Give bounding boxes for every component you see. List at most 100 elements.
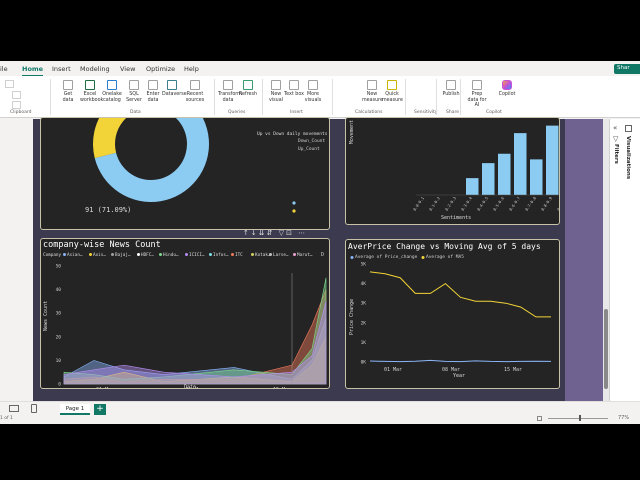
tab-view[interactable]: View bbox=[120, 65, 136, 73]
ribbon-group-label: Insert bbox=[290, 110, 303, 115]
tab-insert[interactable]: Insert bbox=[52, 65, 71, 73]
filters-pane-label[interactable]: Filters bbox=[613, 144, 619, 164]
donut-slice-down-count[interactable] bbox=[94, 118, 209, 202]
ribbon-button-label: Transform data bbox=[218, 92, 242, 103]
dataverse-button[interactable]: Dataverse bbox=[162, 80, 187, 98]
copy-icon[interactable] bbox=[12, 101, 21, 109]
fit-page-icon[interactable] bbox=[537, 416, 542, 421]
sentiment-bar[interactable] bbox=[530, 159, 543, 195]
tab-help[interactable]: Help bbox=[184, 65, 199, 73]
sql-server-button[interactable]: SQL Server bbox=[124, 80, 144, 103]
copilot-button[interactable]: Copilot bbox=[497, 80, 517, 98]
refresh-icon bbox=[243, 80, 253, 90]
tab-optimize[interactable]: Optimize bbox=[146, 65, 176, 73]
sentiment-bar[interactable] bbox=[498, 153, 511, 195]
price-x-label: Year bbox=[453, 373, 465, 379]
ribbon-button-label: Copilot bbox=[498, 92, 516, 97]
excel-button[interactable]: Excel workbook bbox=[80, 80, 103, 103]
price-series-line[interactable] bbox=[369, 271, 551, 318]
sentiment-bar[interactable] bbox=[546, 125, 559, 195]
share-button[interactable]: Shar bbox=[614, 64, 640, 74]
company-y-tick: 40 bbox=[56, 287, 62, 293]
donut-chart bbox=[93, 118, 296, 213]
sentiment-bar[interactable] bbox=[482, 163, 495, 195]
donut-card[interactable]: Up vs Down daily movements Down_Count Up… bbox=[40, 117, 330, 230]
collapse-pane-icon[interactable]: « bbox=[613, 124, 618, 132]
price-y-tick: 2K bbox=[361, 320, 367, 326]
new-measure-button[interactable]: New measure bbox=[362, 80, 383, 103]
sentiment-tick-label: 0.3-0.4 bbox=[460, 195, 474, 212]
table-button[interactable]: Enter data bbox=[143, 80, 163, 103]
company-legend-item[interactable]: Infos… bbox=[209, 253, 229, 258]
ribbon-separator bbox=[50, 79, 51, 115]
powerbi-window: ile Home Insert Modeling View Optimize Help Sh… bbox=[0, 61, 640, 424]
more-visuals-button[interactable]: More visuals bbox=[303, 80, 323, 103]
price-change-card[interactable]: AverPrice Change vs Moving Avg of 5 days… bbox=[345, 239, 560, 389]
sentiment-bar[interactable] bbox=[466, 178, 479, 195]
price-legend-ma5: Average of MA5 bbox=[426, 255, 464, 260]
price-y-label: Price Change bbox=[349, 299, 355, 335]
mobile-view-icon[interactable] bbox=[31, 404, 37, 413]
visualizations-pane-label[interactable]: Visualizations bbox=[625, 136, 631, 180]
onelake-button[interactable]: Onelake catalog bbox=[102, 80, 122, 103]
tab-modeling[interactable]: Modeling bbox=[80, 65, 110, 73]
company-legend-item[interactable]: ICICI… bbox=[185, 253, 205, 258]
tab-ile[interactable]: ile bbox=[0, 65, 8, 73]
add-page-button[interactable]: + bbox=[94, 404, 106, 415]
table-icon bbox=[148, 80, 158, 90]
paste-icon[interactable] bbox=[5, 80, 14, 88]
page-tab[interactable]: Page 1 bbox=[60, 404, 90, 415]
company-legend-item[interactable]: Asian… bbox=[63, 253, 83, 258]
company-legend-name: Hindu… bbox=[163, 253, 179, 258]
ribbon-group-label: Queries bbox=[228, 110, 246, 115]
database-button[interactable]: Get data bbox=[58, 80, 78, 103]
canvas-margin bbox=[565, 119, 603, 401]
company-legend-name: Kotak… bbox=[255, 253, 271, 258]
price-y-tick: 0K bbox=[361, 360, 367, 366]
company-legend-item[interactable]: Larse… bbox=[269, 253, 289, 258]
sentiment-bar[interactable] bbox=[514, 133, 527, 195]
company-legend-name: Infos… bbox=[213, 253, 229, 258]
visual-header-toolbar[interactable]: ↑↓⇊⇵ ▽⊡ ⋯ bbox=[243, 229, 308, 237]
cut-icon[interactable] bbox=[12, 91, 21, 99]
tab-home[interactable]: Home bbox=[22, 65, 44, 77]
recent-button[interactable]: Recent sources bbox=[185, 80, 205, 103]
sentiment-tick-label: 0.7-0.8 bbox=[524, 195, 538, 212]
zoom-slider-thumb[interactable] bbox=[579, 415, 581, 421]
company-x-label: Date bbox=[184, 385, 196, 390]
company-area-series[interactable] bbox=[63, 301, 327, 385]
company-legend-name: Marut… bbox=[297, 253, 313, 258]
legend-more-button[interactable]: D bbox=[321, 252, 325, 258]
sentiment-tick-label: 0.0-0.1 bbox=[412, 195, 426, 212]
sentiment-bar-card[interactable]: 0.0-0.1 0.1-0.2 0.2-0.3 0.3-0.4 0.4-0.5 0.5-0… bbox=[345, 117, 560, 225]
company-legend-item[interactable]: ITC bbox=[231, 253, 243, 258]
canvas-scrollbar[interactable] bbox=[603, 119, 609, 401]
prep-ai-button[interactable]: Prep data for AI bbox=[467, 80, 487, 109]
company-legend-name: ITC bbox=[235, 253, 243, 258]
donut-slice-up-count[interactable] bbox=[93, 118, 151, 159]
publish-button[interactable]: Publish bbox=[441, 80, 461, 98]
company-news-card[interactable]: company-wise News Count Company Asian… Ax… bbox=[40, 238, 330, 389]
scrollbar-thumb[interactable] bbox=[604, 309, 608, 389]
zoom-slider[interactable] bbox=[548, 418, 608, 419]
company-legend-item[interactable]: Bajaj… bbox=[111, 253, 131, 258]
filter-icon[interactable]: ▽ bbox=[613, 135, 619, 143]
company-legend-item[interactable]: Marut… bbox=[293, 253, 313, 258]
refresh-button[interactable]: Refresh bbox=[238, 80, 258, 98]
visualizations-pane-icon[interactable] bbox=[625, 125, 632, 132]
price-series-line[interactable] bbox=[369, 359, 552, 363]
company-legend-item[interactable]: Kotak… bbox=[251, 253, 271, 258]
price-x-tick: 08 Mar bbox=[442, 367, 460, 373]
transform-button[interactable]: Transform data bbox=[218, 80, 242, 103]
company-legend-item[interactable]: Axis… bbox=[89, 253, 106, 258]
report-canvas: Up vs Down daily movements Down_Count Up… bbox=[33, 117, 565, 401]
text-box-button[interactable]: Text box bbox=[284, 80, 304, 98]
ribbon-button-label: SQL Server bbox=[126, 92, 142, 103]
more-visuals-icon bbox=[308, 80, 318, 90]
sentiment-tick-label: 0.5-0.6 bbox=[492, 195, 506, 212]
new-visual-button[interactable]: New visual bbox=[266, 80, 286, 103]
report-view-icon[interactable] bbox=[9, 405, 19, 412]
company-legend-item[interactable]: HDFC… bbox=[137, 253, 154, 258]
quick-measure-button[interactable]: Quick measure bbox=[382, 80, 403, 103]
company-legend-item[interactable]: Hindu… bbox=[159, 253, 179, 258]
